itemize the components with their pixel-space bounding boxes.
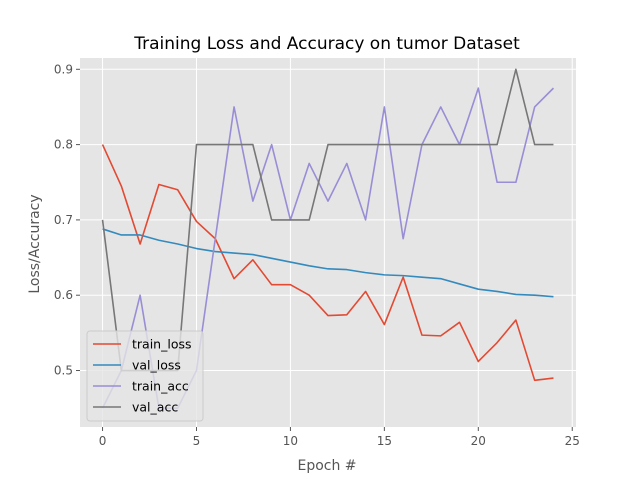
- x-tick-label: 5: [193, 434, 201, 448]
- legend-label: train_loss: [132, 337, 192, 352]
- legend: train_loss val_loss train_acc val_acc: [86, 330, 204, 422]
- x-tick-label: 15: [377, 434, 392, 448]
- legend-box: [86, 330, 204, 422]
- y-tick-label: 0.8: [54, 138, 73, 152]
- x-tick-label: 0: [99, 434, 107, 448]
- legend-label: train_acc: [132, 379, 189, 394]
- y-tick-label: 0.6: [54, 288, 73, 302]
- y-tick-label: 0.9: [54, 62, 73, 76]
- y-tick-label: 0.5: [54, 364, 73, 378]
- x-tick-label: 25: [565, 434, 580, 448]
- chart-title: Training Loss and Accuracy on tumor Data…: [133, 34, 520, 54]
- legend-label: val_loss: [132, 358, 181, 373]
- series-line-train-loss: [101, 144, 554, 382]
- y-tick-label: 0.7: [54, 213, 73, 227]
- legend-label: val_acc: [132, 400, 178, 415]
- axis-ticks: 0 5 10 15 20 25 0.5 0.6 0.7 0.8 0.9: [54, 62, 580, 448]
- x-tick-label: 20: [471, 434, 486, 448]
- x-axis-label: Epoch #: [297, 458, 356, 474]
- y-axis-label: Loss/Accuracy: [27, 194, 43, 293]
- x-tick-label: 10: [283, 434, 298, 448]
- series-line-val-loss: [102, 228, 554, 298]
